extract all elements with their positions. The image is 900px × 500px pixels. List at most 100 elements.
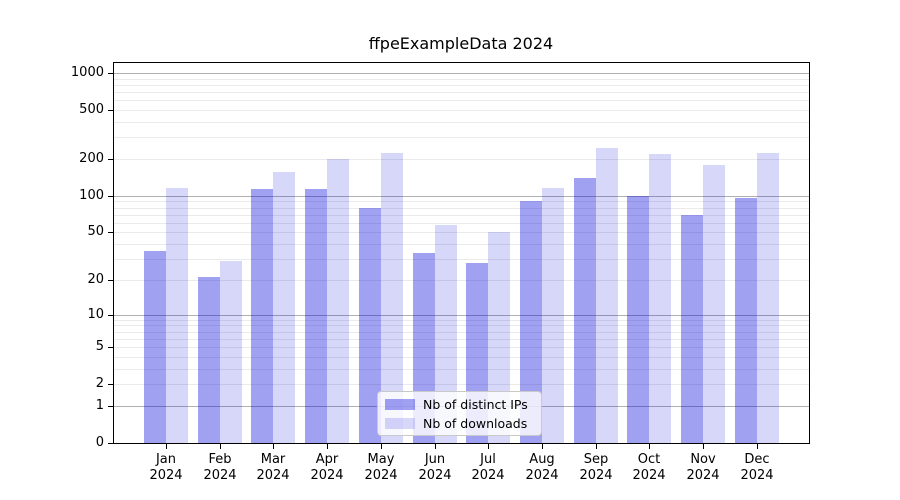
bar-nov-downloads: [703, 165, 725, 443]
bar-sep-distinct-ips: [574, 178, 596, 443]
bar-oct-distinct-ips: [627, 196, 649, 443]
x-tick: [220, 444, 221, 449]
y-tick: [108, 443, 113, 444]
bar-jun-downloads: [435, 225, 457, 443]
y-tick: [108, 406, 113, 407]
y-tick-label: 20: [87, 272, 104, 287]
y-tick: [108, 196, 113, 197]
x-tick: [542, 444, 543, 449]
x-tick-label-jan: Jan 2024: [149, 452, 183, 483]
x-tick: [649, 444, 650, 449]
bar-feb-distinct-ips: [198, 277, 220, 443]
bar-jan-downloads: [166, 188, 188, 443]
x-tick-label-nov: Nov 2024: [686, 452, 720, 483]
y-tick-label: 1: [95, 398, 104, 413]
y-tick: [108, 315, 113, 316]
minor-gridline: [114, 159, 809, 160]
y-tick-label: 500: [79, 102, 104, 117]
y-tick-label: 200: [79, 151, 104, 166]
x-tick-label-may: May 2024: [364, 452, 398, 483]
x-tick: [166, 444, 167, 449]
minor-gridline: [114, 320, 809, 321]
bar-jan-distinct-ips: [144, 251, 166, 443]
minor-gridline: [114, 137, 809, 138]
bar-jul-downloads: [488, 232, 510, 443]
minor-gridline: [114, 339, 809, 340]
minor-gridline: [114, 244, 809, 245]
major-gridline: [114, 73, 809, 74]
minor-gridline: [114, 122, 809, 123]
minor-gridline: [114, 208, 809, 209]
x-tick: [703, 444, 704, 449]
x-tick-label-jun: Jun 2024: [418, 452, 452, 483]
x-tick-label-aug: Aug 2024: [525, 452, 559, 483]
y-tick-label: 0: [95, 435, 104, 450]
x-tick: [327, 444, 328, 449]
y-tick-label: 10: [87, 307, 104, 322]
chart-title: ffpeExampleData 2024: [368, 34, 554, 53]
minor-gridline: [114, 280, 809, 281]
bar-feb-downloads: [220, 261, 242, 443]
x-tick: [381, 444, 382, 449]
x-tick-label-feb: Feb 2024: [203, 452, 237, 483]
minor-gridline: [114, 215, 809, 216]
y-tick-label: 50: [87, 224, 104, 239]
minor-gridline: [114, 110, 809, 111]
minor-gridline: [114, 325, 809, 326]
x-tick: [596, 444, 597, 449]
y-tick: [108, 159, 113, 160]
bar-mar-distinct-ips: [251, 189, 273, 443]
legend-item-distinct-ips: Nb of distinct IPs: [385, 397, 541, 412]
x-tick-label-oct: Oct 2024: [632, 452, 666, 483]
x-tick-label-apr: Apr 2024: [310, 452, 344, 483]
bar-mar-downloads: [273, 172, 295, 443]
x-tick: [435, 444, 436, 449]
minor-gridline: [114, 347, 809, 348]
bar-apr-distinct-ips: [305, 189, 327, 443]
bar-apr-downloads: [327, 159, 349, 443]
minor-gridline: [114, 384, 809, 385]
y-tick-label: 5: [95, 339, 104, 354]
bar-sep-downloads: [596, 148, 618, 443]
y-tick: [108, 280, 113, 281]
y-tick: [108, 347, 113, 348]
minor-gridline: [114, 85, 809, 86]
legend-swatch-distinct-ips: [385, 398, 415, 410]
x-tick: [273, 444, 274, 449]
minor-gridline: [114, 369, 809, 370]
legend-swatch-downloads: [385, 417, 415, 429]
y-tick: [108, 73, 113, 74]
bar-may-downloads: [381, 153, 403, 443]
legend-item-downloads: Nb of downloads: [385, 416, 541, 431]
bar-nov-distinct-ips: [681, 215, 703, 443]
minor-gridline: [114, 223, 809, 224]
y-tick-label: 2: [95, 376, 104, 391]
minor-gridline: [114, 332, 809, 333]
y-tick: [108, 110, 113, 111]
bar-oct-downloads: [649, 154, 671, 443]
bar-dec-downloads: [757, 153, 779, 443]
minor-gridline: [114, 357, 809, 358]
minor-gridline: [114, 259, 809, 260]
minor-gridline: [114, 79, 809, 80]
major-gridline: [114, 315, 809, 316]
minor-gridline: [114, 232, 809, 233]
x-tick-label-jul: Jul 2024: [471, 452, 505, 483]
bar-may-distinct-ips: [359, 208, 381, 443]
x-tick-label-mar: Mar 2024: [256, 452, 290, 483]
y-tick: [108, 232, 113, 233]
y-tick: [108, 384, 113, 385]
bar-dec-distinct-ips: [735, 198, 757, 443]
x-tick: [488, 444, 489, 449]
legend: Nb of distinct IPs Nb of downloads: [377, 391, 542, 436]
x-tick: [757, 444, 758, 449]
legend-label-downloads: Nb of downloads: [423, 415, 528, 431]
legend-label-distinct-ips: Nb of distinct IPs: [423, 396, 528, 412]
bar-aug-downloads: [542, 188, 564, 443]
bar-aug-distinct-ips: [520, 201, 542, 443]
major-gridline: [114, 196, 809, 197]
x-tick-label-dec: Dec 2024: [740, 452, 774, 483]
x-tick-label-sep: Sep 2024: [579, 452, 613, 483]
y-tick-label: 1000: [70, 65, 104, 80]
